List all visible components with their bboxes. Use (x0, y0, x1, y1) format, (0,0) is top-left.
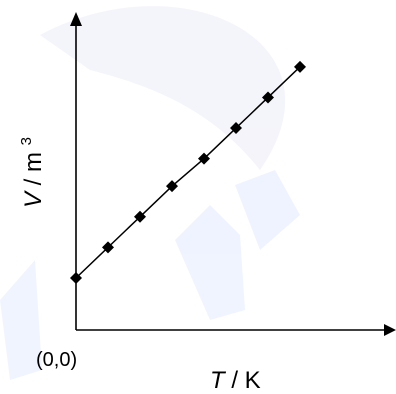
svg-text:V / m 3: V / m 3 (18, 137, 47, 208)
origin-label: (0,0) (36, 349, 77, 371)
y-axis-symbol: V (20, 190, 47, 208)
data-point-marker-6 (230, 122, 242, 135)
series-line (75, 66, 301, 279)
series-layer (70, 60, 306, 284)
x-axis-arrow-icon (384, 324, 396, 336)
data-point-marker-3 (134, 210, 146, 223)
svg-text:T / K: T / K (210, 367, 261, 394)
data-point-marker-5 (198, 152, 210, 165)
y-axis-arrow-icon (70, 12, 82, 26)
x-axis-unit: / K (231, 367, 260, 394)
watermark (0, 6, 300, 380)
x-axis-label: T / K (210, 367, 261, 394)
data-point-marker-1 (70, 271, 82, 284)
y-axis-unit-exponent: 3 (18, 137, 35, 145)
y-axis-label: V / m 3 (18, 137, 47, 208)
data-point-marker-8 (294, 60, 306, 73)
x-axis-symbol: T (210, 367, 227, 394)
data-point-marker-2 (102, 241, 114, 254)
data-point-marker-4 (166, 180, 178, 193)
data-point-marker-7 (262, 91, 274, 104)
y-axis-unit: / m (20, 152, 47, 185)
